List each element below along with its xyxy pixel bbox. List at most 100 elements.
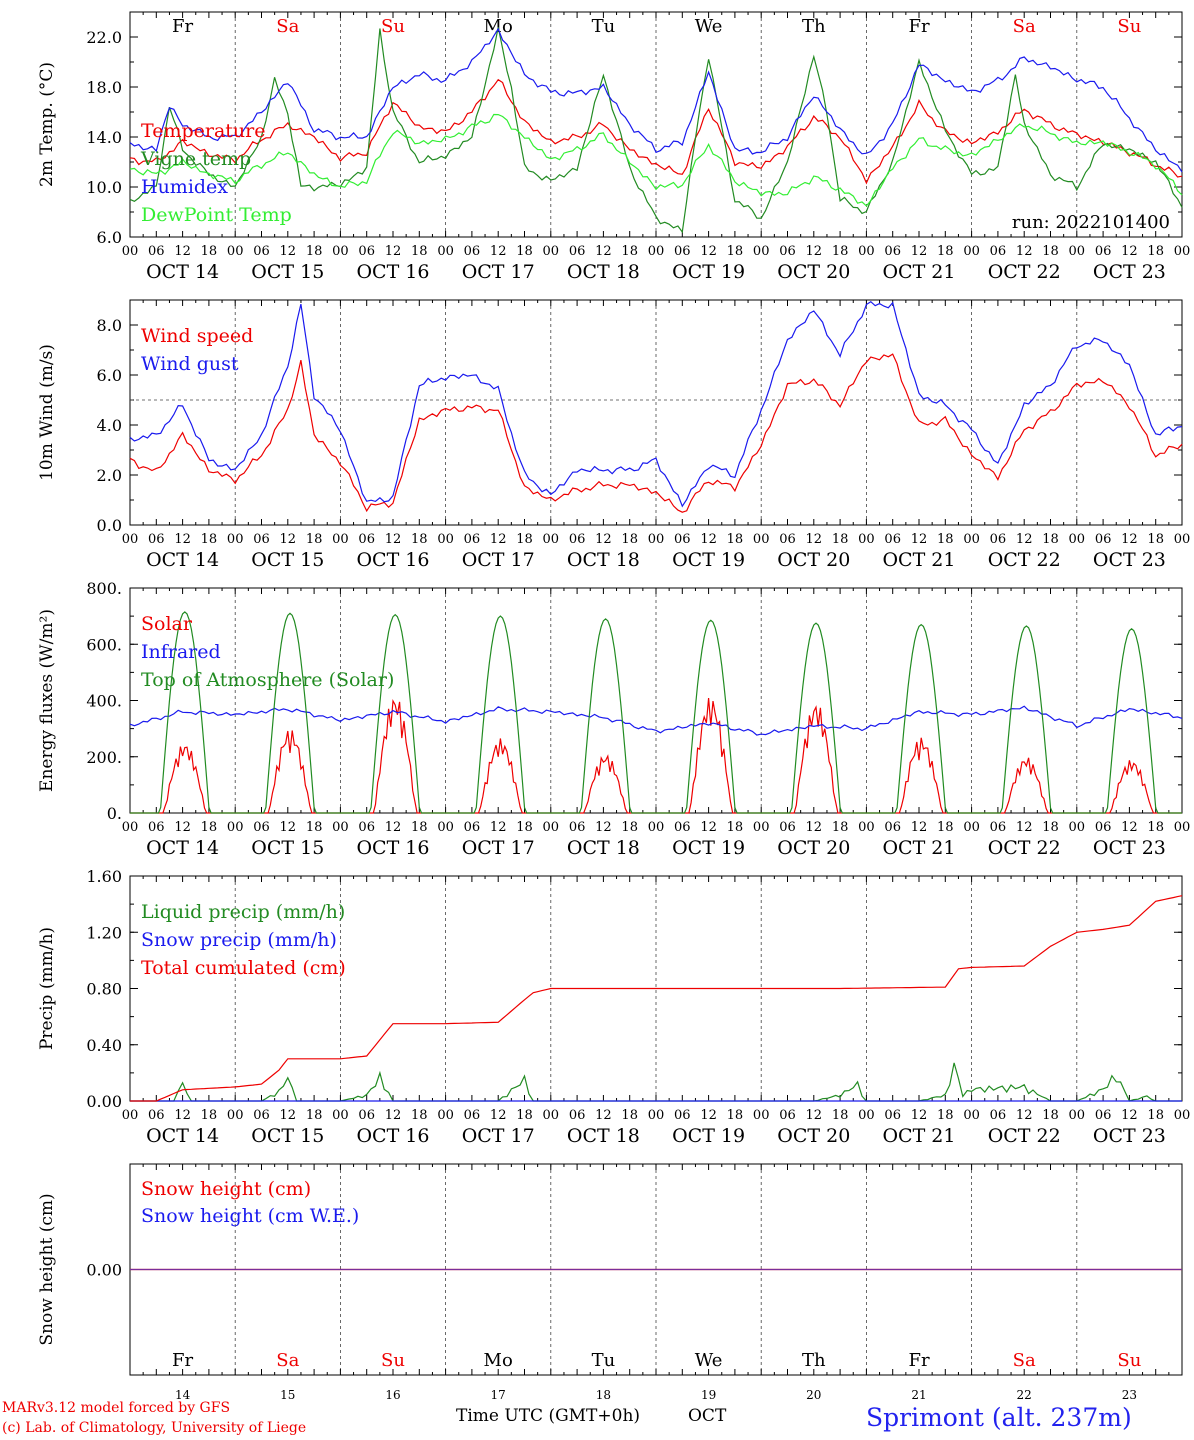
date-label: OCT 18 [567,1125,640,1147]
y-axis-title: 2m Temp. (°C) [37,62,57,187]
hour-tick-label: 12 [1016,532,1033,547]
hour-tick-label: 12 [700,532,717,547]
hour-tick-label: 12 [174,532,191,547]
hour-tick-label: 06 [464,820,481,835]
day-number-label: 23 [1122,1388,1137,1402]
hour-tick-label: 00 [122,244,139,259]
hour-tick-label: 00 [648,244,665,259]
hour-tick-label: 00 [543,820,560,835]
hour-tick-label: 12 [385,1108,402,1123]
date-label: OCT 19 [672,837,745,859]
hour-tick-label: 12 [490,532,507,547]
legend-entry: Vigne temp [140,148,251,170]
hour-tick-label: 06 [148,1108,165,1123]
hour-tick-label: 18 [516,244,533,259]
hour-tick-label: 12 [1016,820,1033,835]
hour-tick-label: 18 [411,1108,428,1123]
y-tick-label: 1.60 [86,867,122,886]
day-name-label: We [695,1350,723,1371]
hour-tick-label: 18 [1042,1108,1059,1123]
day-name-label: Tu [592,16,616,37]
hour-tick-label: 12 [911,1108,928,1123]
hour-tick-label: 12 [280,820,297,835]
hour-tick-label: 06 [674,1108,691,1123]
hour-tick-label: 12 [911,244,928,259]
hour-tick-label: 12 [280,532,297,547]
hour-tick-label: 00 [753,532,770,547]
hour-tick-label: 18 [937,244,954,259]
legend-entry: Solar [141,613,193,635]
legend-entry: Snow height (cm) [141,1178,311,1200]
legend-entry: Snow height (cm W.E.) [141,1205,359,1227]
date-label: OCT 18 [567,549,640,571]
hour-tick-label: 00 [753,1108,770,1123]
y-tick-label: 8.0 [97,316,122,335]
hour-tick-label: 18 [937,532,954,547]
hour-tick-label: 18 [411,244,428,259]
hour-tick-label: 18 [1147,244,1164,259]
y-tick-label: 14.0 [86,128,122,147]
day-name-label: Sa [276,1350,299,1371]
hour-tick-label: 12 [806,244,823,259]
hour-tick-label: 18 [727,820,744,835]
day-name-label: Th [802,1350,826,1371]
hour-tick-label: 18 [201,532,218,547]
hour-tick-label: 12 [595,532,612,547]
date-label: OCT 17 [462,261,535,283]
date-label: OCT 14 [146,549,219,571]
series-line [129,27,1183,234]
hour-tick-label: 12 [490,1108,507,1123]
date-label: OCT 17 [462,837,535,859]
date-label: OCT 20 [777,1125,850,1147]
day-name-label: Th [802,16,826,37]
y-tick-label: 0.40 [86,1036,122,1055]
hour-tick-label: 00 [1069,244,1086,259]
date-label: OCT 15 [251,837,324,859]
hour-tick-label: 00 [332,1108,349,1123]
hour-tick-label: 18 [516,532,533,547]
hour-tick-label: 18 [306,1108,323,1123]
y-tick-label: 400. [86,692,122,711]
day-name-label: Sa [276,16,299,37]
y-axis-title: Energy fluxes (W/m²) [37,609,57,792]
hour-tick-label: 12 [280,1108,297,1123]
hour-tick-label: 06 [674,244,691,259]
hour-tick-label: 06 [253,820,270,835]
legend-entry: DewPoint Temp [141,204,292,226]
hour-tick-label: 06 [779,244,796,259]
hour-tick-label: 06 [253,244,270,259]
hour-tick-label: 00 [648,820,665,835]
hour-tick-label: 00 [963,1108,980,1123]
hour-tick-label: 06 [1095,1108,1112,1123]
hour-tick-label: 12 [1121,1108,1138,1123]
hour-tick-label: 12 [806,1108,823,1123]
hour-tick-label: 18 [306,820,323,835]
hour-tick-label: 12 [385,820,402,835]
day-name-label: Su [381,1350,405,1371]
hour-tick-label: 18 [832,532,849,547]
hour-tick-label: 18 [1042,244,1059,259]
hour-tick-label: 06 [779,820,796,835]
hour-tick-label: 00 [437,1108,454,1123]
date-label: OCT 16 [356,261,429,283]
date-label: OCT 16 [356,837,429,859]
hour-tick-label: 18 [621,244,638,259]
day-name-label: Su [381,16,405,37]
hour-tick-label: 12 [1121,244,1138,259]
hour-tick-label: 06 [464,244,481,259]
hour-tick-label: 00 [1174,1108,1191,1123]
hour-tick-label: 18 [937,1108,954,1123]
hour-tick-label: 00 [227,532,244,547]
hour-tick-label: 06 [779,532,796,547]
day-number-label: 19 [701,1388,716,1402]
hour-tick-label: 00 [332,820,349,835]
hour-tick-label: 18 [201,1108,218,1123]
hour-tick-label: 12 [595,820,612,835]
hour-tick-label: 06 [358,820,375,835]
hour-tick-label: 18 [516,1108,533,1123]
legend-entry: Temperature [141,120,265,142]
series-line [129,27,1183,173]
hour-tick-label: 18 [1147,820,1164,835]
hour-tick-label: 00 [332,244,349,259]
hour-tick-label: 06 [253,532,270,547]
